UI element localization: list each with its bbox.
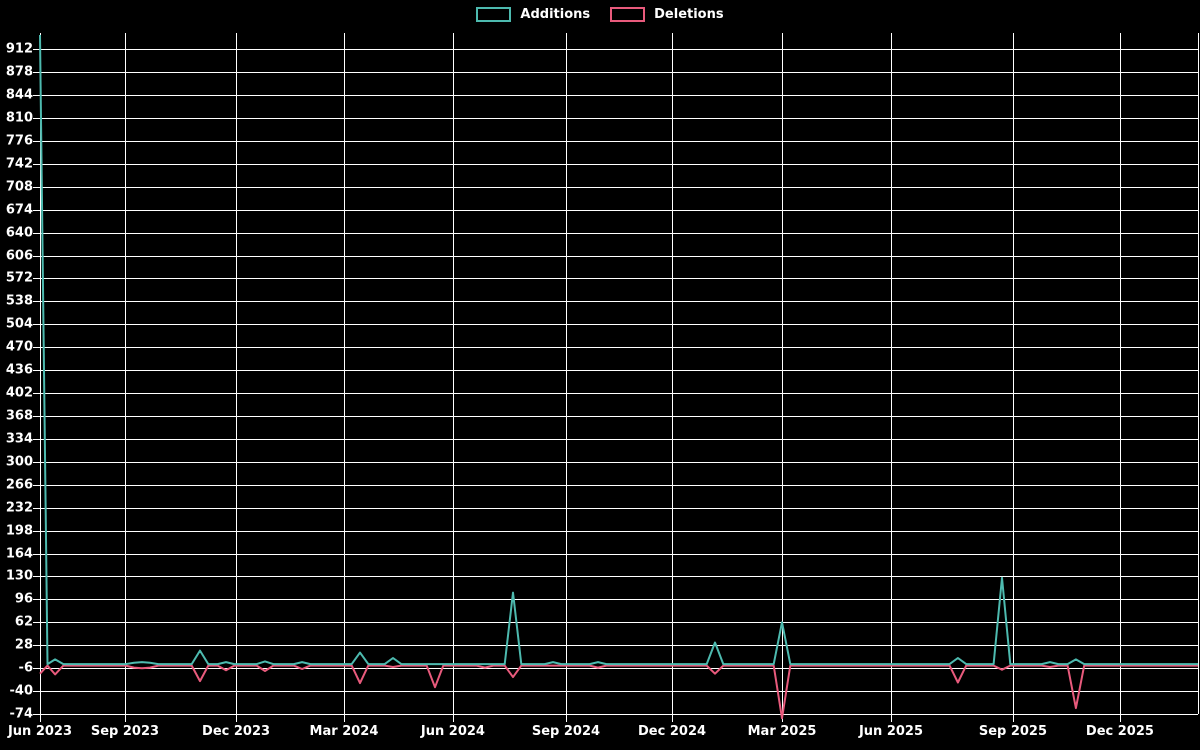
deletions-line: [39, 664, 1198, 720]
x-tick-label: Dec 2025: [1085, 724, 1154, 739]
y-tick-label: 572: [5, 270, 33, 286]
x-tick-label: Dec 2023: [202, 724, 271, 739]
y-tick-label: 164: [5, 546, 33, 562]
y-tick-label: 912: [5, 41, 33, 57]
deletions-swatch-icon: [610, 7, 646, 22]
y-tick-label: 538: [5, 293, 33, 309]
y-tick-label: 300: [5, 454, 33, 470]
chart-legend: Additions Deletions: [0, 7, 1200, 22]
y-tick-label: -40: [9, 683, 34, 699]
x-tick-label: Sep 2025: [978, 724, 1048, 739]
y-tick-label: -6: [18, 660, 33, 676]
y-tick-label: 266: [5, 477, 33, 493]
legend-item-additions[interactable]: Additions: [476, 7, 590, 22]
additions-swatch-icon: [476, 7, 512, 22]
y-tick-label: -74: [9, 706, 34, 722]
y-tick-label: 334: [5, 431, 33, 447]
y-tick-label: 674: [5, 202, 33, 218]
y-tick-label: 844: [5, 87, 33, 103]
additions-line: [39, 34, 1198, 666]
legend-item-deletions[interactable]: Deletions: [610, 7, 724, 22]
x-tick-label: Mar 2024: [309, 724, 379, 739]
x-tick-label: Dec 2024: [638, 724, 707, 739]
y-tick-label: 436: [5, 362, 33, 378]
x-tick-label: Mar 2025: [747, 724, 817, 739]
y-tick-label: 606: [5, 248, 33, 263]
x-tick-label: Jun 2025: [858, 724, 924, 739]
y-tick-label: 232: [5, 500, 33, 516]
y-tick-label: 402: [5, 385, 33, 401]
x-tick-label: Sep 2023: [90, 724, 160, 739]
y-tick-label: 198: [5, 523, 33, 539]
y-tick-label: 368: [5, 408, 33, 424]
legend-label-additions: Additions: [520, 7, 591, 22]
x-tick-label: Sep 2024: [531, 724, 601, 739]
y-tick-label: 130: [5, 568, 33, 584]
y-tick-label: 28: [14, 637, 33, 653]
x-tick-label: Jun 2023: [7, 724, 73, 739]
y-tick-label: 470: [5, 339, 33, 355]
y-tick-label: 708: [5, 179, 33, 195]
y-tick-label: 810: [5, 110, 33, 126]
y-tick-label: 878: [5, 64, 33, 80]
legend-label-deletions: Deletions: [654, 7, 724, 22]
x-tick-label: Jun 2024: [420, 724, 485, 739]
y-tick-label: 640: [5, 225, 33, 241]
y-tick-label: 504: [5, 316, 33, 332]
y-tick-label: 96: [14, 591, 33, 607]
y-tick-label: 742: [5, 156, 33, 172]
y-tick-label: 776: [5, 133, 33, 149]
y-tick-label: 62: [14, 614, 33, 630]
